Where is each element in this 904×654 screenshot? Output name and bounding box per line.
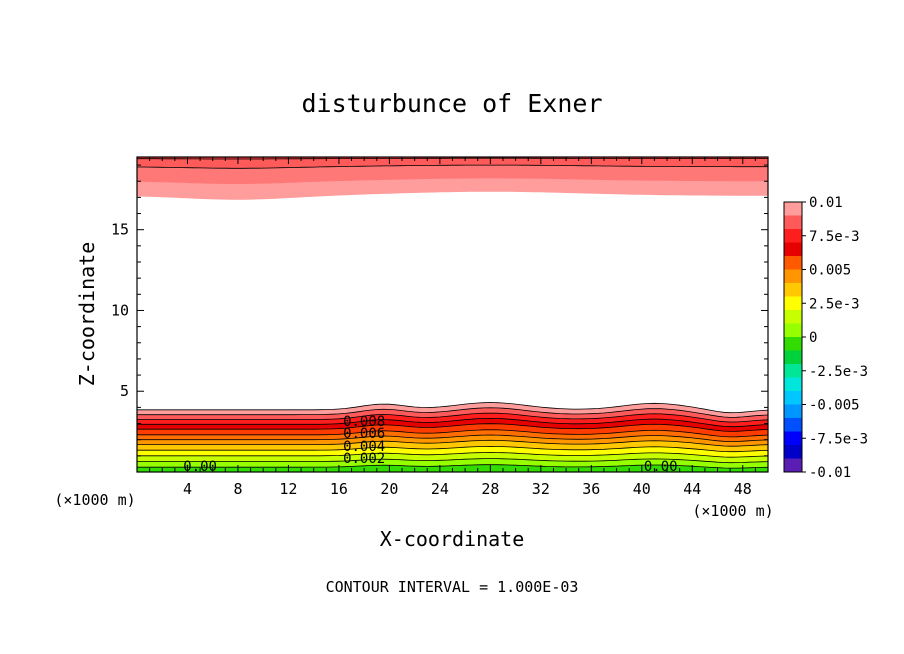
x-unit-label-left: (×1000 m) — [54, 491, 135, 509]
colorbar-swatch — [784, 458, 802, 473]
contour-line — [137, 412, 769, 423]
x-tick-label: 24 — [431, 480, 449, 498]
contour-line — [137, 417, 769, 428]
colorbar-label: 2.5e-3 — [809, 296, 860, 312]
x-tick-label: 4 — [183, 480, 192, 498]
x-tick-label: 44 — [683, 480, 701, 498]
y-axis-ticks: 5 10 15 — [111, 164, 768, 457]
colorbar-swatch — [784, 350, 802, 365]
x-tick-label: 8 — [233, 480, 242, 498]
x-tick-label: 40 — [633, 480, 651, 498]
colorbar-swatch — [784, 242, 802, 257]
contour-interval-footer: CONTOUR INTERVAL = 1.000E-03 — [326, 578, 579, 596]
chart-title: disturbunce of Exner — [301, 89, 602, 118]
contour-label: 0.004 — [343, 439, 385, 455]
colorbar-swatch — [784, 391, 802, 405]
colorbar-swatch — [784, 202, 802, 216]
colorbar: 0.01 7.5e-3 0.005 2.5e-3 0 -2.5e-3 -0.005 -7.5e… — [783, 195, 868, 481]
colorbar-label: -2.5e-3 — [809, 364, 868, 380]
colorbar-label: -7.5e-3 — [809, 431, 868, 447]
contour-line — [137, 464, 769, 469]
x-tick-label: 32 — [532, 480, 550, 498]
contour-label: 0.008 — [343, 414, 385, 430]
contour-line — [137, 445, 769, 453]
contour-line-top — [137, 164, 768, 169]
colorbar-label: 0.005 — [809, 263, 851, 279]
colorbar-swatch — [784, 296, 802, 311]
colorbar-swatch — [784, 283, 802, 297]
contour-band-top — [137, 157, 768, 169]
x-axis-ticks: 4 8 12 16 20 24 28 32 36 40 44 48 — [149, 157, 756, 498]
colorbar-swatch — [784, 445, 802, 459]
x-tick-label: 16 — [330, 480, 348, 498]
colorbar-swatch — [784, 256, 802, 270]
y-tick-label: 15 — [111, 221, 129, 239]
colorbar-label: -0.01 — [809, 465, 851, 481]
colorbar-swatch — [784, 215, 802, 230]
y-tick-label: 5 — [120, 382, 129, 400]
colorbar-swatch — [784, 229, 802, 243]
contour-label: 0.00 — [183, 459, 217, 475]
contour-line — [137, 429, 769, 438]
colorbar-label: 0.01 — [809, 195, 843, 211]
colorbar-label: -0.005 — [809, 398, 860, 414]
contour-line — [137, 439, 769, 447]
colorbar-swatch — [784, 269, 802, 284]
colorbar-swatch — [784, 337, 802, 351]
contour-line — [137, 434, 769, 442]
contour-line — [137, 423, 769, 432]
y-tick-label: 10 — [111, 301, 129, 319]
colorbar-swatch — [784, 364, 802, 378]
contour-label: 0.006 — [343, 426, 385, 442]
x-tick-label: 48 — [734, 480, 752, 498]
colorbar-label: 7.5e-3 — [809, 229, 860, 245]
x-unit-label-right: (×1000 m) — [692, 502, 773, 520]
colorbar-swatch — [784, 323, 802, 338]
colorbar-label: 0 — [809, 330, 817, 346]
x-tick-label: 36 — [582, 480, 600, 498]
contour-line — [137, 458, 769, 464]
y-axis-label: Z-coordinate — [75, 242, 99, 387]
colorbar-swatch — [784, 404, 802, 419]
x-tick-label: 20 — [380, 480, 398, 498]
contour-label: 0.00 — [644, 459, 678, 475]
x-tick-label: 12 — [279, 480, 297, 498]
colorbar-swatch — [784, 418, 802, 432]
colorbar-swatch — [784, 431, 802, 446]
x-tick-label: 28 — [481, 480, 499, 498]
contour-line — [137, 452, 769, 458]
colorbar-swatch — [784, 310, 802, 324]
contour-label: 0.002 — [343, 451, 385, 467]
contour-line — [137, 402, 769, 414]
colorbar-swatch — [784, 377, 802, 392]
contour-line — [137, 407, 769, 418]
x-axis-label: X-coordinate — [380, 527, 525, 551]
